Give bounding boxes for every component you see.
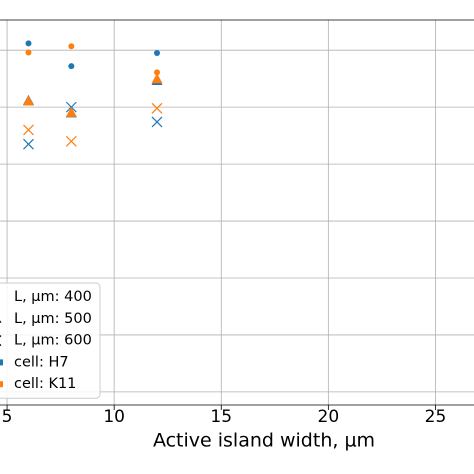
point — [154, 69, 161, 76]
point — [151, 73, 163, 84]
point — [151, 102, 163, 114]
point — [25, 40, 32, 47]
legend-label: cell: K11 — [14, 376, 76, 392]
point — [23, 124, 34, 136]
x-tick-label: 10 — [103, 407, 125, 427]
legend-label: L, µm: 600 — [14, 333, 92, 349]
legend-label: L, µm: 500 — [14, 311, 92, 327]
x-tick-label: 25 — [425, 407, 447, 427]
legend-box — [0, 282, 101, 399]
point — [154, 50, 161, 57]
point — [68, 63, 75, 70]
point — [151, 116, 163, 128]
x-tick-label: 15 — [210, 407, 232, 427]
legend-label: cell: H7 — [14, 354, 69, 370]
legend-swatch — [0, 381, 3, 388]
x-tick-label: 5 — [2, 407, 13, 427]
legend-swatch — [0, 359, 3, 366]
legend-label: L, µm: 400 — [14, 289, 92, 305]
x-axis-label: Active island width, µm — [153, 430, 375, 452]
point — [25, 49, 32, 56]
point — [22, 95, 34, 106]
point — [65, 106, 77, 117]
point — [0, 320, 2, 323]
legend: L, µm: 400 L, µm: 500 L, µm: 600 cell: H7 ce… — [0, 282, 101, 399]
point — [23, 138, 34, 150]
x-tick-label: 20 — [318, 407, 340, 427]
point — [65, 135, 77, 147]
point — [68, 43, 75, 50]
